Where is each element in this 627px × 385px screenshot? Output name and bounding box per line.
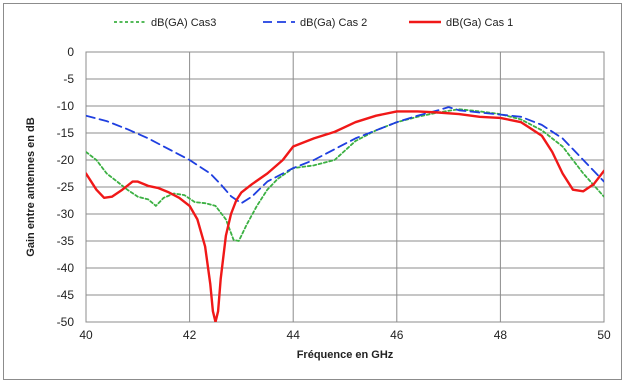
y-tick-label: -15 bbox=[57, 126, 75, 140]
legend: dB(GA) Cas3 dB(Ga) Cas 2 dB(Ga) Cas 1 bbox=[114, 17, 513, 29]
y-tick-label: 0 bbox=[67, 45, 74, 59]
y-tick-label: -35 bbox=[57, 234, 75, 248]
grid-lines bbox=[85, 51, 605, 323]
y-tick-label: -25 bbox=[57, 180, 75, 194]
legend-label-2: dB(Ga) Cas 2 bbox=[300, 17, 367, 29]
x-tick-label: 50 bbox=[597, 328, 611, 342]
x-tick-label: 44 bbox=[287, 328, 301, 342]
series-2-line bbox=[86, 106, 604, 205]
x-tick-label: 48 bbox=[494, 328, 508, 342]
series-3-line bbox=[86, 110, 604, 322]
y-tick-label: -10 bbox=[57, 99, 75, 113]
y-tick-label: -45 bbox=[57, 288, 75, 302]
y-tick-label: -40 bbox=[57, 261, 75, 275]
y-tick-label: -5 bbox=[63, 72, 74, 86]
x-tick-label: 40 bbox=[79, 328, 93, 342]
y-tick-label: -30 bbox=[57, 207, 75, 221]
legend-label-1: dB(GA) Cas3 bbox=[151, 17, 216, 29]
x-axis-label: Fréquence en GHz bbox=[297, 349, 394, 361]
x-tick-label: 46 bbox=[390, 328, 404, 342]
series-1-line bbox=[86, 108, 604, 242]
legend-label-3: dB(Ga) Cas 1 bbox=[446, 17, 513, 29]
x-tick-label: 42 bbox=[183, 328, 197, 342]
y-tick-label: -20 bbox=[57, 153, 75, 167]
series-layer bbox=[86, 106, 604, 322]
y-axis-label: Gain entre antennes en dB bbox=[25, 117, 37, 256]
y-tick-label: -50 bbox=[57, 315, 75, 329]
x-tick-labels: 40 42 44 46 48 50 bbox=[79, 328, 611, 342]
y-tick-labels: 0 -5 -10 -15 -20 -25 -30 -35 -40 -45 -50 bbox=[57, 45, 75, 329]
